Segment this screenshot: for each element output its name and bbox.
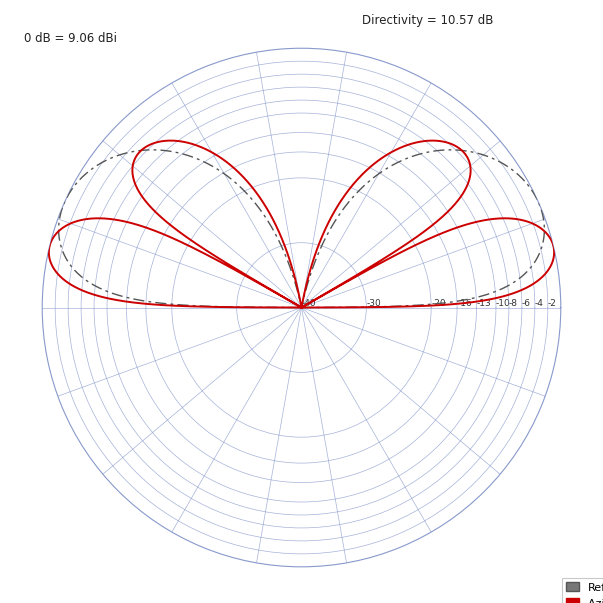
Text: Directivity = 10.57 dB: Directivity = 10.57 dB	[362, 14, 493, 27]
Legend: Reference, Azi. angle  0.0 deg.: Reference, Azi. angle 0.0 deg.	[561, 578, 603, 603]
Text: 0 dB = 9.06 dBi: 0 dB = 9.06 dBi	[24, 32, 117, 45]
